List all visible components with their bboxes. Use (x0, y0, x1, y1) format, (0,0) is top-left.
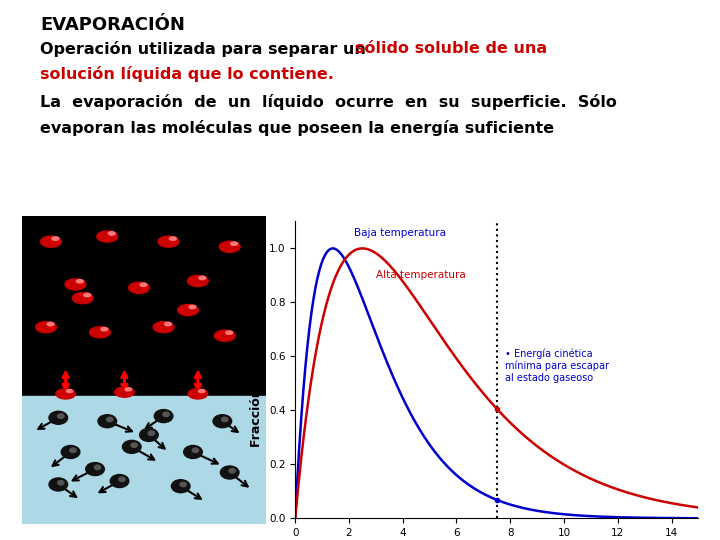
Circle shape (86, 463, 104, 476)
Circle shape (70, 448, 76, 453)
Ellipse shape (187, 275, 208, 287)
Ellipse shape (114, 387, 134, 397)
Ellipse shape (220, 241, 240, 252)
Circle shape (110, 475, 129, 488)
Ellipse shape (215, 330, 235, 341)
Bar (22, 395, 266, 524)
Ellipse shape (84, 293, 91, 296)
Ellipse shape (108, 232, 115, 235)
Ellipse shape (165, 322, 171, 326)
Circle shape (192, 448, 199, 453)
Circle shape (61, 446, 80, 458)
Text: Baja temperatura: Baja temperatura (354, 227, 446, 238)
Ellipse shape (66, 389, 73, 393)
Circle shape (229, 469, 235, 473)
Ellipse shape (101, 327, 108, 331)
Circle shape (154, 409, 173, 423)
Circle shape (49, 411, 68, 424)
Text: • Energía cinética
mínima para escapar
al estado gaseoso: • Energía cinética mínima para escapar a… (505, 348, 609, 383)
Circle shape (122, 440, 141, 454)
Circle shape (148, 431, 155, 435)
Circle shape (107, 417, 113, 422)
Ellipse shape (153, 322, 174, 333)
Text: evaporan las moléculas que poseen la energía suficiente: evaporan las moléculas que poseen la ene… (40, 120, 554, 136)
Text: EVAPORACIÓN: EVAPORACIÓN (40, 16, 185, 34)
Circle shape (58, 414, 64, 418)
Ellipse shape (36, 322, 56, 333)
Circle shape (222, 417, 228, 422)
Text: solución líquida que lo contiene.: solución líquida que lo contiene. (40, 66, 334, 82)
Text: Operación utilizada para separar un: Operación utilizada para separar un (40, 41, 372, 57)
Ellipse shape (178, 305, 199, 315)
Ellipse shape (47, 322, 54, 326)
Ellipse shape (125, 388, 132, 391)
Ellipse shape (89, 327, 110, 338)
Text: La  evaporación  de  un  líquido  ocurre  en  su  superficie.  Sólo: La evaporación de un líquido ocurre en s… (40, 94, 617, 110)
Circle shape (220, 466, 239, 479)
Ellipse shape (73, 293, 93, 303)
Circle shape (119, 477, 125, 482)
Y-axis label: Fracción de moléculas: Fracción de moléculas (251, 292, 264, 448)
Ellipse shape (129, 282, 150, 293)
Ellipse shape (189, 305, 196, 309)
Ellipse shape (188, 389, 207, 399)
Ellipse shape (97, 231, 117, 242)
Ellipse shape (56, 389, 76, 399)
Ellipse shape (52, 237, 59, 240)
Ellipse shape (226, 331, 233, 334)
Circle shape (94, 465, 101, 470)
Ellipse shape (199, 389, 205, 393)
Ellipse shape (140, 283, 147, 286)
Circle shape (49, 478, 68, 491)
Circle shape (163, 412, 169, 416)
Ellipse shape (65, 279, 86, 290)
Circle shape (213, 415, 232, 428)
Circle shape (171, 480, 190, 492)
Circle shape (184, 446, 202, 458)
Circle shape (131, 443, 138, 447)
Ellipse shape (230, 242, 238, 245)
Ellipse shape (158, 236, 179, 247)
Circle shape (140, 428, 158, 441)
Ellipse shape (40, 236, 61, 247)
Ellipse shape (169, 237, 176, 240)
Circle shape (58, 481, 64, 485)
Ellipse shape (76, 280, 84, 283)
Text: sólido soluble de una: sólido soluble de una (355, 41, 547, 56)
Circle shape (98, 415, 117, 428)
Circle shape (180, 482, 186, 487)
Ellipse shape (199, 276, 206, 280)
Text: Alta temperatura: Alta temperatura (376, 270, 466, 280)
